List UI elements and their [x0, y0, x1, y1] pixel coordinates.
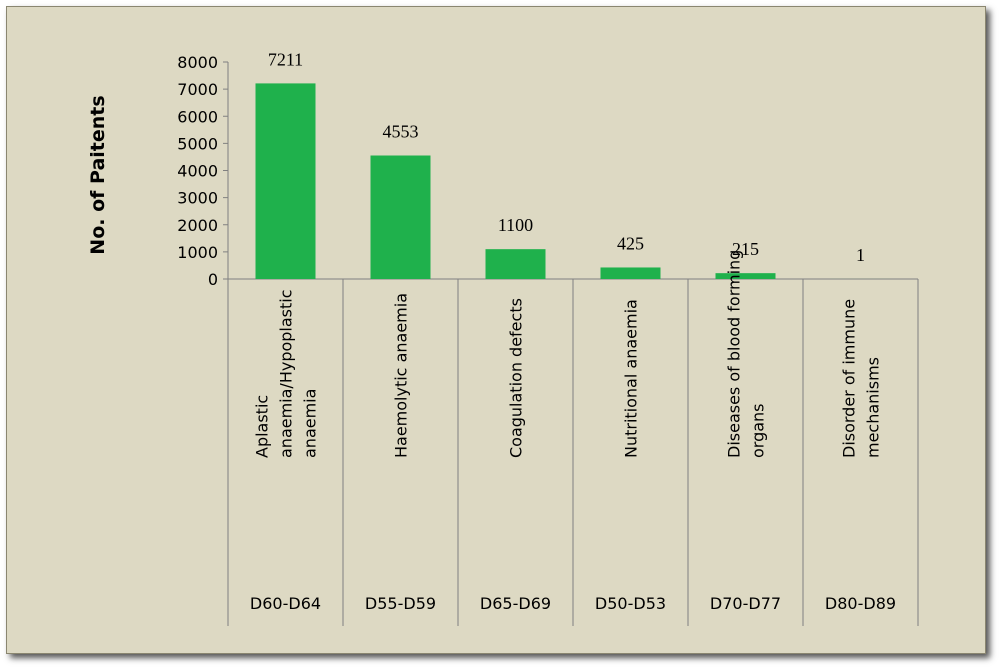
category-code: D50-D53: [595, 594, 666, 613]
category-label-line: Disorder of immune: [840, 299, 859, 458]
category-label-line: Haemolytic anaemia: [392, 293, 411, 458]
data-label: 1100: [498, 215, 533, 235]
category-label-line: mechanisms: [864, 357, 883, 458]
category-label: Coagulation defects: [507, 298, 526, 458]
category-label-line: anaemia/Hypoplastic: [277, 289, 296, 458]
category-label-line: organs: [749, 403, 768, 458]
y-tick-label: 7000: [177, 80, 218, 99]
category-label-line: Aplastic: [253, 395, 272, 458]
y-tick-label: 4000: [177, 162, 218, 181]
y-tick-label: 2000: [177, 216, 218, 235]
category-label: Haemolytic anaemia: [392, 293, 411, 458]
bar: [370, 155, 431, 279]
y-tick-label: 6000: [177, 107, 218, 126]
bar: [600, 267, 661, 279]
bar: [255, 83, 316, 279]
category-label: Diseases of blood forming organs: [725, 250, 768, 458]
category-label: Disorder of immune mechanisms: [840, 299, 883, 458]
bar: [715, 273, 776, 279]
category-label-line: Nutritional anaemia: [622, 299, 641, 458]
data-label: 425: [617, 233, 644, 253]
category-code: D70-D77: [710, 594, 781, 613]
data-label: 4553: [383, 121, 419, 141]
data-label: 1: [856, 245, 865, 265]
category-label-line: anaemia: [301, 389, 320, 458]
y-tick-label: 1000: [177, 243, 218, 262]
y-axis-title: No. of Paitents: [87, 95, 109, 254]
category-label-line: Coagulation defects: [507, 298, 526, 458]
y-tick-label: 3000: [177, 189, 218, 208]
chart-frame: [6, 6, 986, 654]
category-code: D80-D89: [825, 594, 896, 613]
category-label: Nutritional anaemia: [622, 299, 641, 458]
y-tick-label: 8000: [177, 53, 218, 72]
bar: [485, 249, 546, 279]
data-label: 215: [732, 239, 759, 259]
y-tick-label: 0: [208, 270, 218, 289]
category-code: D55-D59: [365, 594, 436, 613]
category-code: D65-D69: [480, 594, 551, 613]
category-code: D60-D64: [250, 594, 321, 613]
data-label: 7211: [268, 49, 303, 69]
category-label: Aplastic anaemia/Hypoplastic anaemia: [253, 289, 320, 458]
y-tick-label: 5000: [177, 134, 218, 153]
category-label-line: Diseases of blood forming: [725, 250, 744, 458]
